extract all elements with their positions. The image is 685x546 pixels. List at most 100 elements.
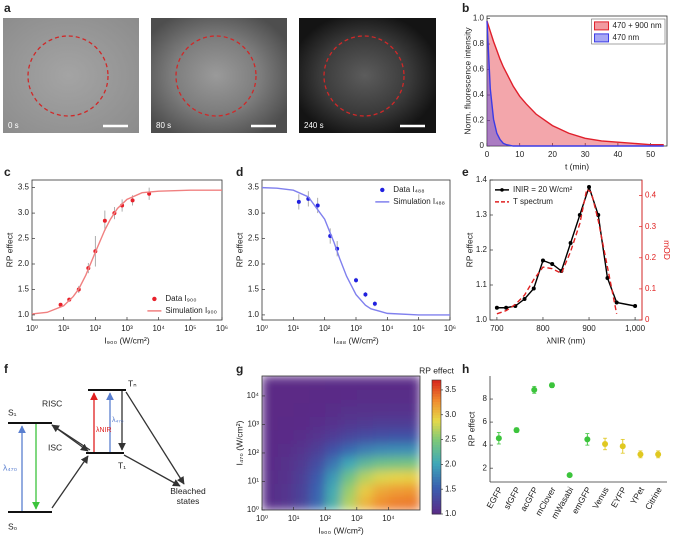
heatmap-cell [277, 456, 295, 471]
y-tick-label: 2.5 [18, 234, 30, 243]
y-tick-label: 1.0 [473, 14, 485, 23]
legend-swatch [594, 21, 610, 31]
heatmap-cell [372, 389, 389, 404]
y-tick-label: 1.5 [248, 285, 260, 294]
roi-circle [323, 35, 405, 117]
heatmap-cell [341, 402, 358, 417]
colorbar-segment [432, 505, 441, 510]
x-tick-label: Venus [590, 485, 610, 510]
line [261, 186, 450, 316]
heatmap-cell [325, 483, 342, 498]
colorbar-segment [432, 465, 441, 469]
colorbar-segment [432, 481, 441, 486]
time-label: 0 s [8, 121, 19, 130]
wavelength-label: λ₄₇₀ [112, 417, 124, 424]
heatmap-cell [277, 443, 295, 457]
x-tick-label: 30 [581, 150, 590, 159]
heatmap [262, 376, 420, 510]
transition-label: ISC [48, 442, 62, 452]
legend: INIR = 20 W/cm² T spectrum [495, 185, 573, 206]
colorbar-segment [432, 473, 441, 477]
y-axis-label: Norm. fluorescence intensity [462, 27, 472, 135]
heatmap-cell [277, 402, 295, 417]
heatmap-cell [293, 456, 310, 471]
y-tick-label: 10⁴ [247, 391, 260, 400]
heatmap-cell [325, 389, 342, 404]
heatmap-cell [356, 469, 374, 484]
legend: Data I₉₀₀ Simulation I₉₀₀ [147, 294, 217, 315]
area [487, 21, 664, 147]
heatmap-cell [325, 402, 342, 417]
micrograph: 0 s [3, 18, 139, 133]
heatmap-cell [404, 483, 420, 498]
legend-swatch [380, 187, 385, 193]
heatmap-cell [309, 389, 326, 404]
colorbar-segment [432, 511, 441, 515]
image [299, 18, 436, 133]
y-axis-label: RP effect [466, 411, 476, 446]
legend-label: T spectrum [513, 197, 553, 206]
state-label: Tₙ [128, 378, 137, 388]
x-tick-label: 10 [515, 150, 524, 159]
x-tick-label: 1,000 [625, 324, 646, 333]
x-tick-label: 10⁵ [413, 324, 425, 333]
colorbar-segment [432, 422, 441, 427]
heatmap-cell [404, 416, 420, 431]
heatmap-cell [293, 469, 310, 484]
heatmap-cell [372, 456, 389, 471]
heatmap-cell [404, 429, 420, 444]
colorbar-segment [432, 455, 441, 459]
x-tick-label: 10² [90, 324, 102, 333]
marker [495, 435, 502, 442]
x-tick-label: 10¹ [288, 324, 300, 333]
y-tick-label: 0.6 [473, 65, 485, 74]
heatmap-cell [388, 456, 405, 471]
x-tick-label: 900 [582, 324, 596, 333]
heatmap-cell [356, 456, 374, 471]
heatmap-cell [341, 456, 358, 471]
heatmap-cell [325, 416, 342, 431]
y2-tick-label: 0.3 [645, 222, 657, 231]
colorbar-segment [432, 468, 441, 472]
colorbar-tick-label: 1.5 [445, 484, 457, 493]
y-tick-label: 1.2 [476, 245, 488, 254]
roi-circle [27, 35, 109, 117]
y-tick-label: 0.2 [473, 116, 485, 125]
legend: 470 + 900 nm 470 nm [591, 18, 666, 45]
heatmap-cell [356, 376, 374, 390]
heatmap-cell [293, 376, 310, 390]
y2-tick-label: 0.4 [645, 191, 657, 200]
heatmap-clip [262, 376, 420, 510]
y-axis-label: RP effect [4, 232, 14, 267]
heatmap-cell [262, 469, 279, 484]
colorbar-tick-label: 2.5 [445, 435, 457, 444]
heatmap-cell [388, 429, 405, 444]
y2-tick-label: 0.1 [645, 284, 657, 293]
x-tick-label: 10⁵ [184, 324, 196, 333]
heatmap-cell [277, 389, 295, 404]
heatmap-cell [356, 402, 374, 417]
heatmap-cell [262, 416, 279, 431]
legend-label: Data I₄₈₈ [393, 185, 424, 194]
heatmap-cell [404, 389, 420, 404]
colorbar-segment [432, 398, 441, 402]
colorbar-segment [432, 489, 441, 494]
heatmap-cell [341, 429, 358, 444]
legend-label: INIR = 20 W/cm² [513, 185, 573, 194]
heatmap-cell [325, 456, 342, 471]
heatmap-cell [325, 496, 342, 510]
marker [550, 262, 555, 266]
wavelength-label: λ₄₇₀ [3, 462, 18, 472]
heatmap-cell [341, 389, 358, 404]
heatmap-cell [293, 402, 310, 417]
panel-label: h [462, 362, 469, 376]
marker [566, 472, 573, 479]
y-tick-label: 8 [483, 394, 488, 403]
marker [522, 297, 527, 301]
heatmap-cell [293, 496, 310, 510]
heatmap-cell [356, 496, 374, 510]
y-tick-label: 2.0 [248, 259, 260, 268]
y-tick-label: 3.5 [18, 183, 30, 192]
marker [531, 286, 536, 291]
heatmap-cell [293, 416, 310, 431]
